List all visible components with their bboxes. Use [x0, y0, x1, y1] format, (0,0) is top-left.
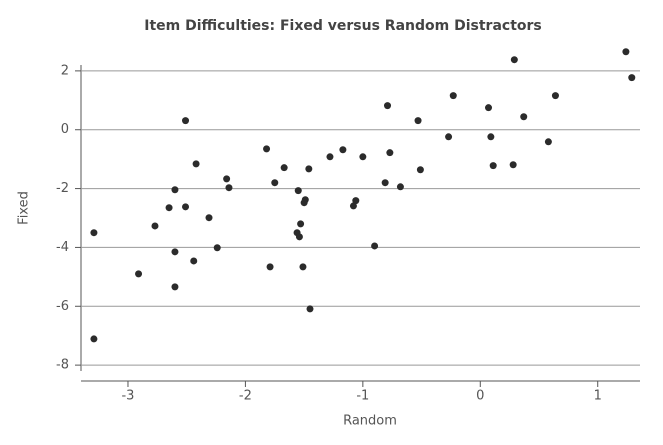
point — [182, 203, 190, 211]
x-tick-label: -1 — [356, 389, 369, 404]
point — [396, 183, 404, 191]
point — [300, 199, 308, 207]
point — [151, 222, 159, 230]
point — [510, 56, 518, 64]
point — [299, 263, 307, 271]
point — [90, 229, 98, 237]
x-axis-label: Random — [343, 414, 397, 429]
point — [135, 270, 143, 278]
point — [339, 146, 347, 154]
point — [489, 162, 497, 170]
point — [509, 161, 517, 169]
point — [485, 104, 493, 112]
point — [416, 166, 424, 174]
point — [266, 263, 274, 271]
point — [352, 197, 360, 205]
point — [90, 335, 98, 343]
point — [381, 179, 389, 187]
point — [171, 283, 179, 291]
point — [487, 133, 495, 141]
point — [326, 153, 334, 161]
point — [171, 248, 179, 256]
point — [295, 233, 303, 241]
point — [384, 102, 392, 110]
point — [386, 149, 394, 157]
point — [171, 186, 179, 194]
chart-title: Item Difficulties: Fixed versus Random D… — [144, 18, 542, 34]
point — [190, 257, 198, 265]
point — [359, 153, 367, 161]
point — [449, 92, 457, 100]
point — [263, 145, 271, 153]
x-tick-label: -2 — [239, 389, 252, 404]
point — [414, 117, 422, 125]
point — [520, 113, 528, 121]
x-tick-label: 1 — [594, 389, 602, 404]
point — [192, 160, 200, 168]
y-tick-label: -8 — [56, 358, 69, 373]
point — [205, 214, 213, 222]
point — [280, 164, 288, 172]
point — [182, 117, 190, 125]
point — [349, 202, 357, 210]
point — [225, 184, 233, 192]
point — [445, 133, 453, 141]
y-tick-label: 0 — [61, 122, 69, 137]
x-tick-label: 0 — [476, 389, 484, 404]
point — [628, 74, 636, 82]
y-tick-label: -4 — [56, 240, 69, 255]
point — [544, 138, 552, 146]
y-axis-label: Fixed — [17, 191, 32, 225]
point — [213, 244, 221, 252]
y-tick-label: -6 — [56, 299, 69, 314]
point — [622, 48, 630, 56]
y-tick-label: 2 — [61, 63, 69, 78]
point — [551, 92, 559, 100]
point — [223, 175, 231, 183]
point — [297, 220, 305, 228]
point — [271, 179, 279, 187]
y-tick-label: -2 — [56, 181, 69, 196]
x-tick-label: -3 — [121, 389, 134, 404]
point — [306, 305, 314, 313]
point — [165, 204, 173, 212]
point — [305, 165, 313, 173]
point — [371, 242, 379, 250]
point — [294, 187, 302, 195]
